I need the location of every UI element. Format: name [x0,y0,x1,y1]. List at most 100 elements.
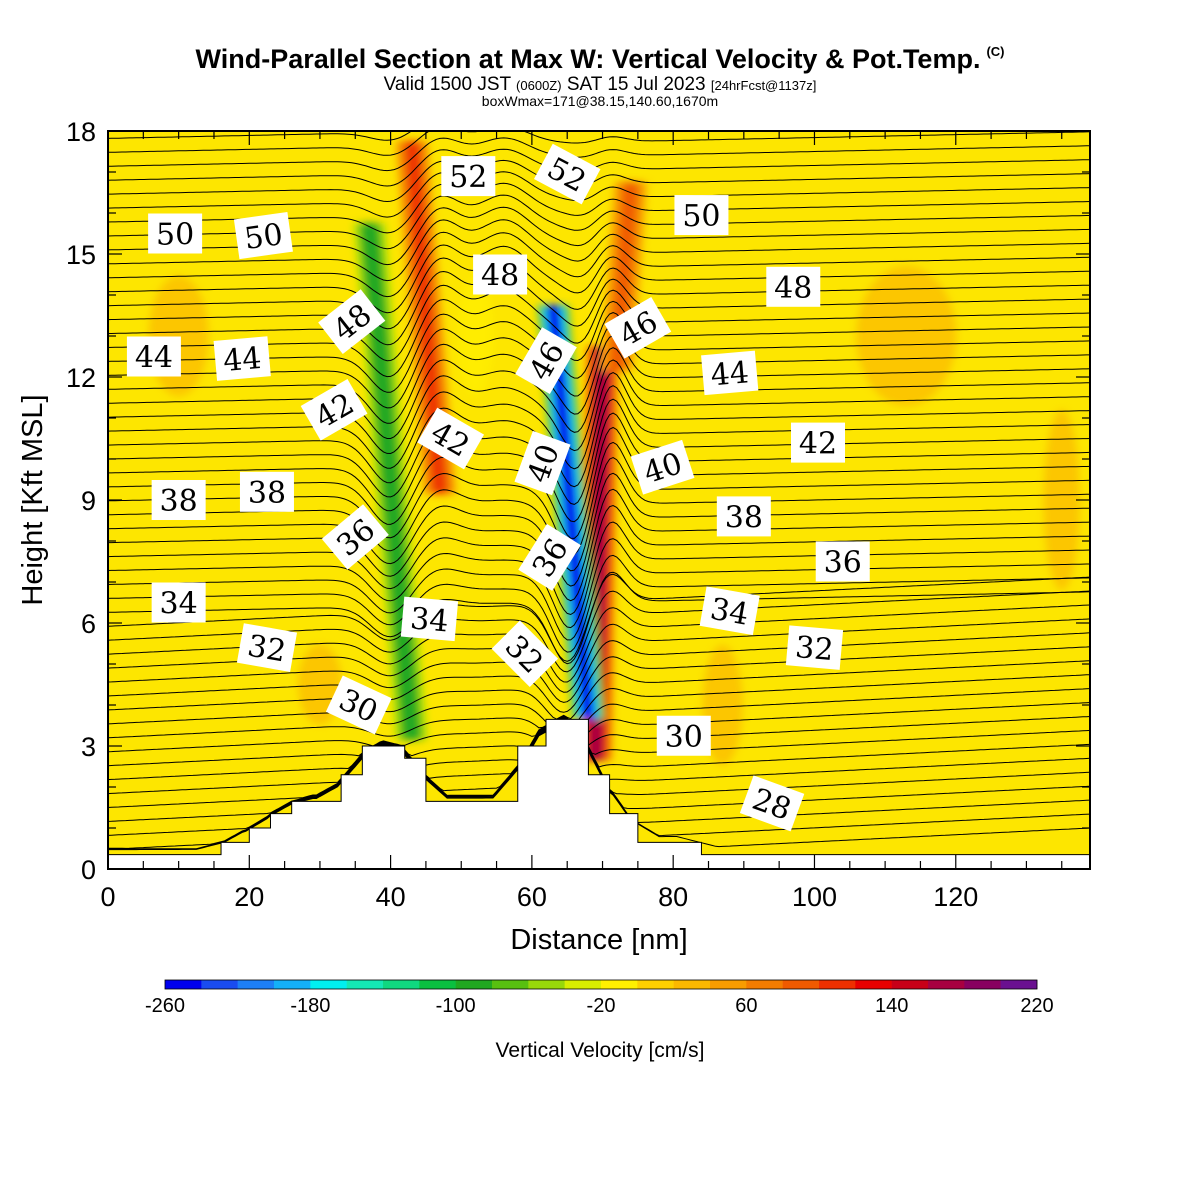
contour-label-text: 32 [245,629,289,670]
contour-label-50: 50 [233,211,293,260]
contour-label-box [417,407,485,470]
contour-label-box [701,350,759,396]
contour-label-box [815,541,870,582]
colorbar-swatch [528,980,565,989]
y-tick-label: 15 [66,240,96,270]
isentrope-line [108,521,1090,629]
colorbar-swatch [928,980,965,989]
copyright-mark: (C) [986,44,1005,59]
colorbar-swatch [419,980,456,989]
contour-label-box [518,523,581,591]
contour-label-box [515,327,577,394]
contour-label-36: 36 [321,504,389,570]
boxwmax-info: boxWmax=171@38.15,140.60,1670m [481,93,719,109]
isentrope-line [108,538,1090,641]
contour-label-34: 34 [699,586,760,636]
x-tick-labels: 0 20 40 60 80 100 120 [100,882,978,912]
contour-label-30: 30 [656,715,711,756]
contour-label-box [400,596,459,642]
contour-label-44: 44 [126,336,181,377]
isentrope-line [108,488,1090,602]
isentrope-line [108,372,1090,470]
terrain [107,718,1091,870]
contour-label-48: 48 [473,254,528,295]
contour-label-44: 44 [213,336,271,381]
downdraft-band [547,305,595,720]
contour-label-text: 30 [665,720,703,755]
colorbar-swatch [201,980,238,989]
contour-label-32: 32 [785,625,844,670]
y-tick-label: 6 [81,609,96,639]
contour-label-text: 50 [242,217,285,257]
isentrope-line [108,244,1090,314]
isentrope-line [108,385,1090,488]
colorbar-swatch [964,980,1001,989]
colorbar-swatch [492,980,529,989]
colorbar-swatch [455,980,493,989]
contour-label-box [791,422,846,463]
colorbar-swatch [346,980,384,989]
colorbar-tick-label: -180 [290,995,330,1017]
contour-label-text: 34 [160,587,198,622]
contour-label-42: 42 [791,422,846,463]
isentrope-line [108,219,1090,282]
y-tick-label: 18 [66,117,96,147]
contour-label-box [656,715,711,756]
contour-label-46: 46 [515,327,577,394]
colorbar-tick-label: 220 [1020,995,1053,1017]
contour-label-box [766,266,821,307]
valid-date: SAT 15 Jul 2023 [566,74,706,95]
isentrope-line [108,717,1090,781]
isentrope-line [108,131,1090,156]
x-tick-label: 80 [658,882,688,912]
colorbar-swatch [383,980,420,989]
isentrope-line [108,674,1090,726]
contour-label-50: 50 [148,213,203,254]
y-tick-labels: 0 3 6 9 12 15 18 [66,117,96,885]
contour-label-box [325,675,392,735]
y-tick-label: 12 [66,363,96,393]
contour-label-40: 40 [514,430,571,496]
y-tick-label: 3 [81,732,96,762]
contour-label-box [630,439,695,495]
isentrope-line [108,398,1090,505]
colorbar-tick-label: -100 [436,995,476,1017]
contour-label-text: 38 [160,484,198,519]
contour-label-box [491,620,559,687]
isentrope-line [108,90,1090,111]
contour-label-text: 48 [481,259,519,294]
colorbar-title: Vertical Velocity [cm/s] [496,1039,705,1062]
x-tick-label: 0 [100,882,115,912]
contour-label-text: 38 [725,500,763,535]
y-tick-label: 9 [81,486,96,516]
colorbar-tick-label: 60 [735,995,757,1017]
isentrope-line [108,717,1090,795]
chart-title-text: Wind-Parallel Section at Max W: Vertical… [195,44,981,74]
colorbar [164,979,1038,990]
contour-label-text: 50 [682,199,720,234]
contour-label-38: 38 [716,496,771,537]
contour-label-text: 48 [774,271,812,306]
contour-label-box [236,623,298,672]
x-tick-label: 60 [517,882,547,912]
colorbar-tick-label: -20 [587,995,616,1017]
contour-label-38: 38 [151,480,206,520]
isentrope-line [108,554,1090,653]
colorbar-tick-label: -260 [145,995,185,1017]
isentrope-line [108,231,1090,298]
contour-label-text: 32 [794,630,835,668]
contour-label-44: 44 [701,350,759,396]
contour-label-box [148,213,203,254]
x-axis-label: Distance [nm] [510,924,687,956]
isentrope-line [108,131,413,141]
contour-label-text: 42 [799,427,837,462]
contour-label-box [441,156,496,197]
colorbar-swatch [310,980,347,989]
x-tick-label: 100 [792,882,837,912]
contour-label-50: 50 [674,195,729,236]
contour-label-box [318,289,386,355]
contour-label-text: 44 [135,341,173,376]
isentrope-line [108,347,1090,439]
isentrope-line [108,257,1090,330]
